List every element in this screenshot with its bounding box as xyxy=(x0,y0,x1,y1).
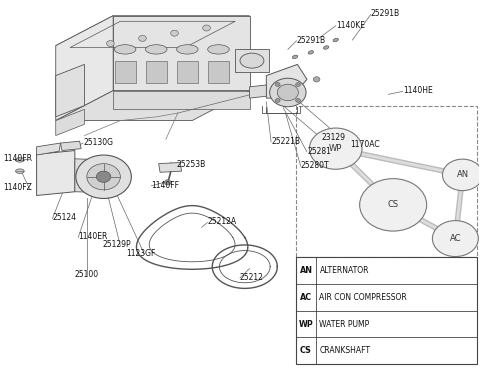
Text: CS: CS xyxy=(387,200,399,209)
Polygon shape xyxy=(75,159,104,193)
Ellipse shape xyxy=(177,45,198,54)
Polygon shape xyxy=(56,91,250,121)
Circle shape xyxy=(171,30,179,36)
Text: WP: WP xyxy=(299,320,313,329)
Ellipse shape xyxy=(333,38,338,42)
Polygon shape xyxy=(56,16,250,45)
Text: 25291B: 25291B xyxy=(371,9,400,18)
Text: 1140KE: 1140KE xyxy=(336,21,365,30)
Text: 25100: 25100 xyxy=(75,270,99,279)
Ellipse shape xyxy=(145,45,167,54)
Text: 1140FF: 1140FF xyxy=(152,180,180,190)
Text: 25291B: 25291B xyxy=(297,35,325,44)
Polygon shape xyxy=(158,162,181,172)
Text: 25253B: 25253B xyxy=(177,160,206,169)
Polygon shape xyxy=(56,16,113,121)
Circle shape xyxy=(432,221,479,256)
Text: 25212: 25212 xyxy=(240,273,264,282)
Polygon shape xyxy=(115,61,136,83)
Text: 25212A: 25212A xyxy=(207,217,237,226)
Circle shape xyxy=(203,25,210,31)
Circle shape xyxy=(443,159,480,191)
Polygon shape xyxy=(56,109,84,136)
Text: 1140HE: 1140HE xyxy=(403,86,432,95)
Ellipse shape xyxy=(15,158,24,162)
Circle shape xyxy=(87,164,120,190)
Polygon shape xyxy=(60,141,81,150)
Circle shape xyxy=(270,78,306,107)
Polygon shape xyxy=(56,64,84,117)
Ellipse shape xyxy=(208,45,229,54)
Text: AN: AN xyxy=(300,266,312,275)
Text: CS: CS xyxy=(300,346,312,355)
Text: AC: AC xyxy=(300,293,312,302)
Ellipse shape xyxy=(308,51,313,54)
Text: 25221B: 25221B xyxy=(271,136,300,146)
Polygon shape xyxy=(266,64,307,98)
Circle shape xyxy=(96,171,111,182)
Circle shape xyxy=(107,41,114,47)
Text: AC: AC xyxy=(450,234,461,243)
Circle shape xyxy=(296,99,300,102)
Text: 25124: 25124 xyxy=(52,214,76,223)
FancyBboxPatch shape xyxy=(297,257,477,364)
Text: 1140FR: 1140FR xyxy=(3,154,32,163)
Text: 25130G: 25130G xyxy=(83,138,113,147)
Text: 25280T: 25280T xyxy=(301,161,329,170)
Text: 1123GF: 1123GF xyxy=(126,249,156,258)
Circle shape xyxy=(76,155,132,199)
Text: CRANKSHAFT: CRANKSHAFT xyxy=(320,346,371,355)
Polygon shape xyxy=(208,61,229,83)
Polygon shape xyxy=(250,85,266,98)
Circle shape xyxy=(296,83,300,86)
Ellipse shape xyxy=(114,45,136,54)
Circle shape xyxy=(277,84,299,101)
Ellipse shape xyxy=(15,169,24,173)
Text: 1170AC: 1170AC xyxy=(350,140,380,149)
Circle shape xyxy=(360,179,427,231)
Circle shape xyxy=(139,35,146,41)
Text: WATER PUMP: WATER PUMP xyxy=(320,320,370,329)
Text: WP: WP xyxy=(329,144,342,153)
Circle shape xyxy=(276,83,280,86)
Circle shape xyxy=(276,99,280,102)
Circle shape xyxy=(164,180,171,185)
Circle shape xyxy=(310,128,362,169)
Text: 25129P: 25129P xyxy=(102,240,131,249)
Polygon shape xyxy=(146,61,167,83)
Text: ALTERNATOR: ALTERNATOR xyxy=(320,266,369,275)
Polygon shape xyxy=(177,61,198,83)
Text: 1140FZ: 1140FZ xyxy=(3,183,32,193)
Text: AIR CON COMPRESSOR: AIR CON COMPRESSOR xyxy=(320,293,407,302)
Polygon shape xyxy=(235,49,269,72)
Ellipse shape xyxy=(324,46,329,49)
Text: 1140ER: 1140ER xyxy=(78,232,108,241)
Text: 25281: 25281 xyxy=(307,147,331,156)
Polygon shape xyxy=(36,143,60,155)
Polygon shape xyxy=(36,150,75,196)
Polygon shape xyxy=(113,16,250,91)
Text: AN: AN xyxy=(456,170,468,179)
Polygon shape xyxy=(113,91,250,109)
Text: 23129: 23129 xyxy=(322,133,346,142)
Ellipse shape xyxy=(292,55,298,59)
Ellipse shape xyxy=(240,53,264,68)
Circle shape xyxy=(313,77,320,82)
